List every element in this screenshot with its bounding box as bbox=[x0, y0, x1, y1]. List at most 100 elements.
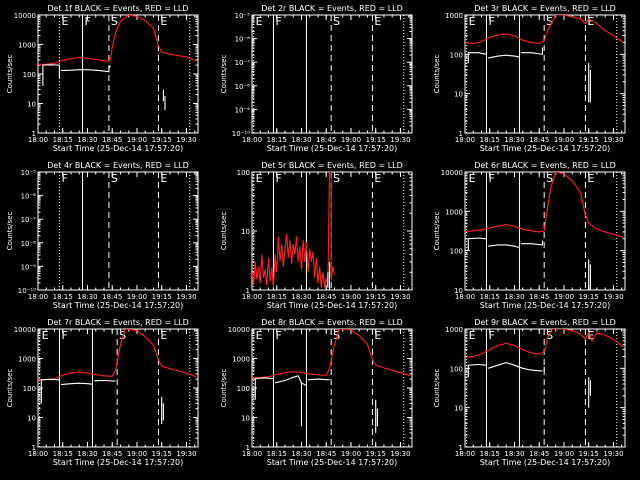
x-tick-label: 18:45 bbox=[529, 450, 549, 458]
y-axis-label: Counts/sec bbox=[433, 369, 441, 408]
x-axis-label: Start Time (25-Dec-14 17:57:20) bbox=[53, 144, 184, 153]
y-axis-label: Counts/sec bbox=[433, 55, 441, 94]
y-tick-label: 1000 bbox=[445, 12, 463, 20]
panel-title: Det 7r BLACK = Events, RED = LLD bbox=[47, 318, 189, 327]
panel-1: Det 1f BLACK = Events, RED = LLD E F S E 1 10 1… bbox=[6, 4, 199, 153]
x-tick-label: 19:00 bbox=[341, 293, 361, 301]
y-tick-label: 10 bbox=[241, 228, 250, 236]
y-tick-label: 100 bbox=[450, 248, 463, 256]
marker-label: E bbox=[469, 329, 476, 342]
series-lld-line bbox=[38, 15, 197, 66]
x-tick-label: 18:45 bbox=[316, 136, 336, 144]
series-group bbox=[38, 15, 197, 110]
y-tick-label: 1 bbox=[246, 444, 250, 452]
marker-label: F bbox=[275, 172, 281, 185]
x-tick-label: 19:15 bbox=[366, 450, 386, 458]
y-axis-label: Counts/sec bbox=[6, 212, 14, 251]
series-group bbox=[252, 172, 336, 290]
x-tick-label: 19:00 bbox=[127, 293, 147, 301]
x-tick-label: 19:00 bbox=[127, 450, 147, 458]
marker-label: E bbox=[256, 15, 263, 28]
y-tick-label: 1 bbox=[246, 287, 250, 295]
x-tick-label: 19:00 bbox=[554, 293, 574, 301]
series-events-line bbox=[467, 52, 487, 64]
y-tick-label: 1 bbox=[459, 130, 463, 138]
y-tick-label: 10⁻⁷ bbox=[235, 59, 251, 67]
y-tick-label: 100 bbox=[23, 385, 36, 393]
x-tick-label: 19:30 bbox=[176, 136, 196, 144]
y-tick-label: 10⁻⁷ bbox=[21, 216, 37, 224]
marker-label: S bbox=[546, 329, 553, 342]
panel-title: Det 8r BLACK = Events, RED = LLD bbox=[261, 318, 403, 327]
marker-label: E bbox=[256, 329, 263, 342]
series-group bbox=[465, 172, 624, 290]
series-events-line bbox=[487, 362, 543, 372]
series-events-line bbox=[487, 54, 520, 59]
panel-title: Det 2r BLACK = Events, RED = LLD bbox=[261, 4, 403, 13]
y-tick-label: 1 bbox=[32, 130, 36, 138]
x-tick-label: 19:00 bbox=[554, 136, 574, 144]
marker-label: E bbox=[374, 172, 381, 185]
x-axis-label: Start Time (25-Dec-14 17:57:20) bbox=[267, 144, 398, 153]
x-tick-label: 19:15 bbox=[579, 136, 599, 144]
x-tick-label: 18:45 bbox=[316, 450, 336, 458]
plot-frame bbox=[464, 171, 626, 291]
marker-label: E bbox=[160, 15, 167, 28]
marker-label: F bbox=[488, 15, 494, 28]
x-tick-label: 18:15 bbox=[53, 136, 73, 144]
x-tick-label: 19:30 bbox=[390, 136, 410, 144]
series-group bbox=[465, 15, 624, 103]
y-tick-label: 10000 bbox=[14, 12, 36, 20]
series-events-line bbox=[488, 244, 520, 249]
x-tick-label: 18:00 bbox=[455, 136, 475, 144]
y-tick-label: 10⁻⁹ bbox=[235, 106, 251, 114]
x-tick-label: 19:00 bbox=[554, 450, 574, 458]
x-tick-label: 19:30 bbox=[603, 136, 623, 144]
y-axis-label: Counts/sec bbox=[220, 369, 228, 408]
series-events-line bbox=[254, 377, 274, 400]
x-tick-label: 18:45 bbox=[102, 450, 122, 458]
y-tick-label: 10 bbox=[27, 415, 36, 423]
y-tick-label: 10000 bbox=[14, 326, 36, 334]
x-tick-label: 18:00 bbox=[242, 293, 262, 301]
x-axis-label: Start Time (25-Dec-14 17:57:20) bbox=[480, 301, 611, 310]
x-tick-label: 19:00 bbox=[341, 136, 361, 144]
panel-title: Det 4r BLACK = Events, RED = LLD bbox=[47, 161, 189, 170]
x-tick-label: 18:15 bbox=[267, 293, 287, 301]
series-lld-line bbox=[38, 329, 197, 381]
marker-label: F bbox=[61, 329, 67, 342]
marker-label: E bbox=[374, 15, 381, 28]
marker-label: E bbox=[160, 172, 167, 185]
plot-frame bbox=[37, 171, 199, 291]
x-tick-label: 18:30 bbox=[504, 136, 524, 144]
series-group bbox=[38, 329, 197, 424]
y-tick-label: 10⁻⁶ bbox=[235, 36, 251, 44]
marker-label: F bbox=[85, 15, 91, 28]
x-tick-label: 18:00 bbox=[242, 136, 262, 144]
marker-label: S bbox=[119, 329, 126, 342]
y-tick-label: 10⁻⁵ bbox=[235, 12, 251, 20]
x-tick-label: 19:15 bbox=[152, 450, 172, 458]
y-tick-label: 10 bbox=[454, 287, 463, 295]
x-tick-label: 18:00 bbox=[28, 293, 48, 301]
x-tick-label: 19:00 bbox=[127, 136, 147, 144]
x-tick-label: 18:00 bbox=[28, 136, 48, 144]
x-tick-label: 18:45 bbox=[102, 136, 122, 144]
x-tick-label: 18:00 bbox=[242, 450, 262, 458]
x-tick-label: 19:15 bbox=[152, 293, 172, 301]
x-tick-label: 18:30 bbox=[291, 293, 311, 301]
x-tick-label: 19:30 bbox=[603, 450, 623, 458]
x-tick-label: 19:15 bbox=[579, 293, 599, 301]
y-tick-label: 1000 bbox=[445, 208, 463, 216]
plot-frame bbox=[37, 14, 199, 134]
y-tick-label: 1000 bbox=[445, 326, 463, 334]
marker-label: E bbox=[587, 15, 594, 28]
series-group bbox=[252, 329, 411, 433]
panel-title: Det 9r BLACK = Events, RED = LLD bbox=[474, 318, 616, 327]
y-tick-label: 10⁻⁸ bbox=[21, 240, 37, 248]
x-tick-label: 18:15 bbox=[53, 293, 73, 301]
marker-label: S bbox=[333, 329, 340, 342]
